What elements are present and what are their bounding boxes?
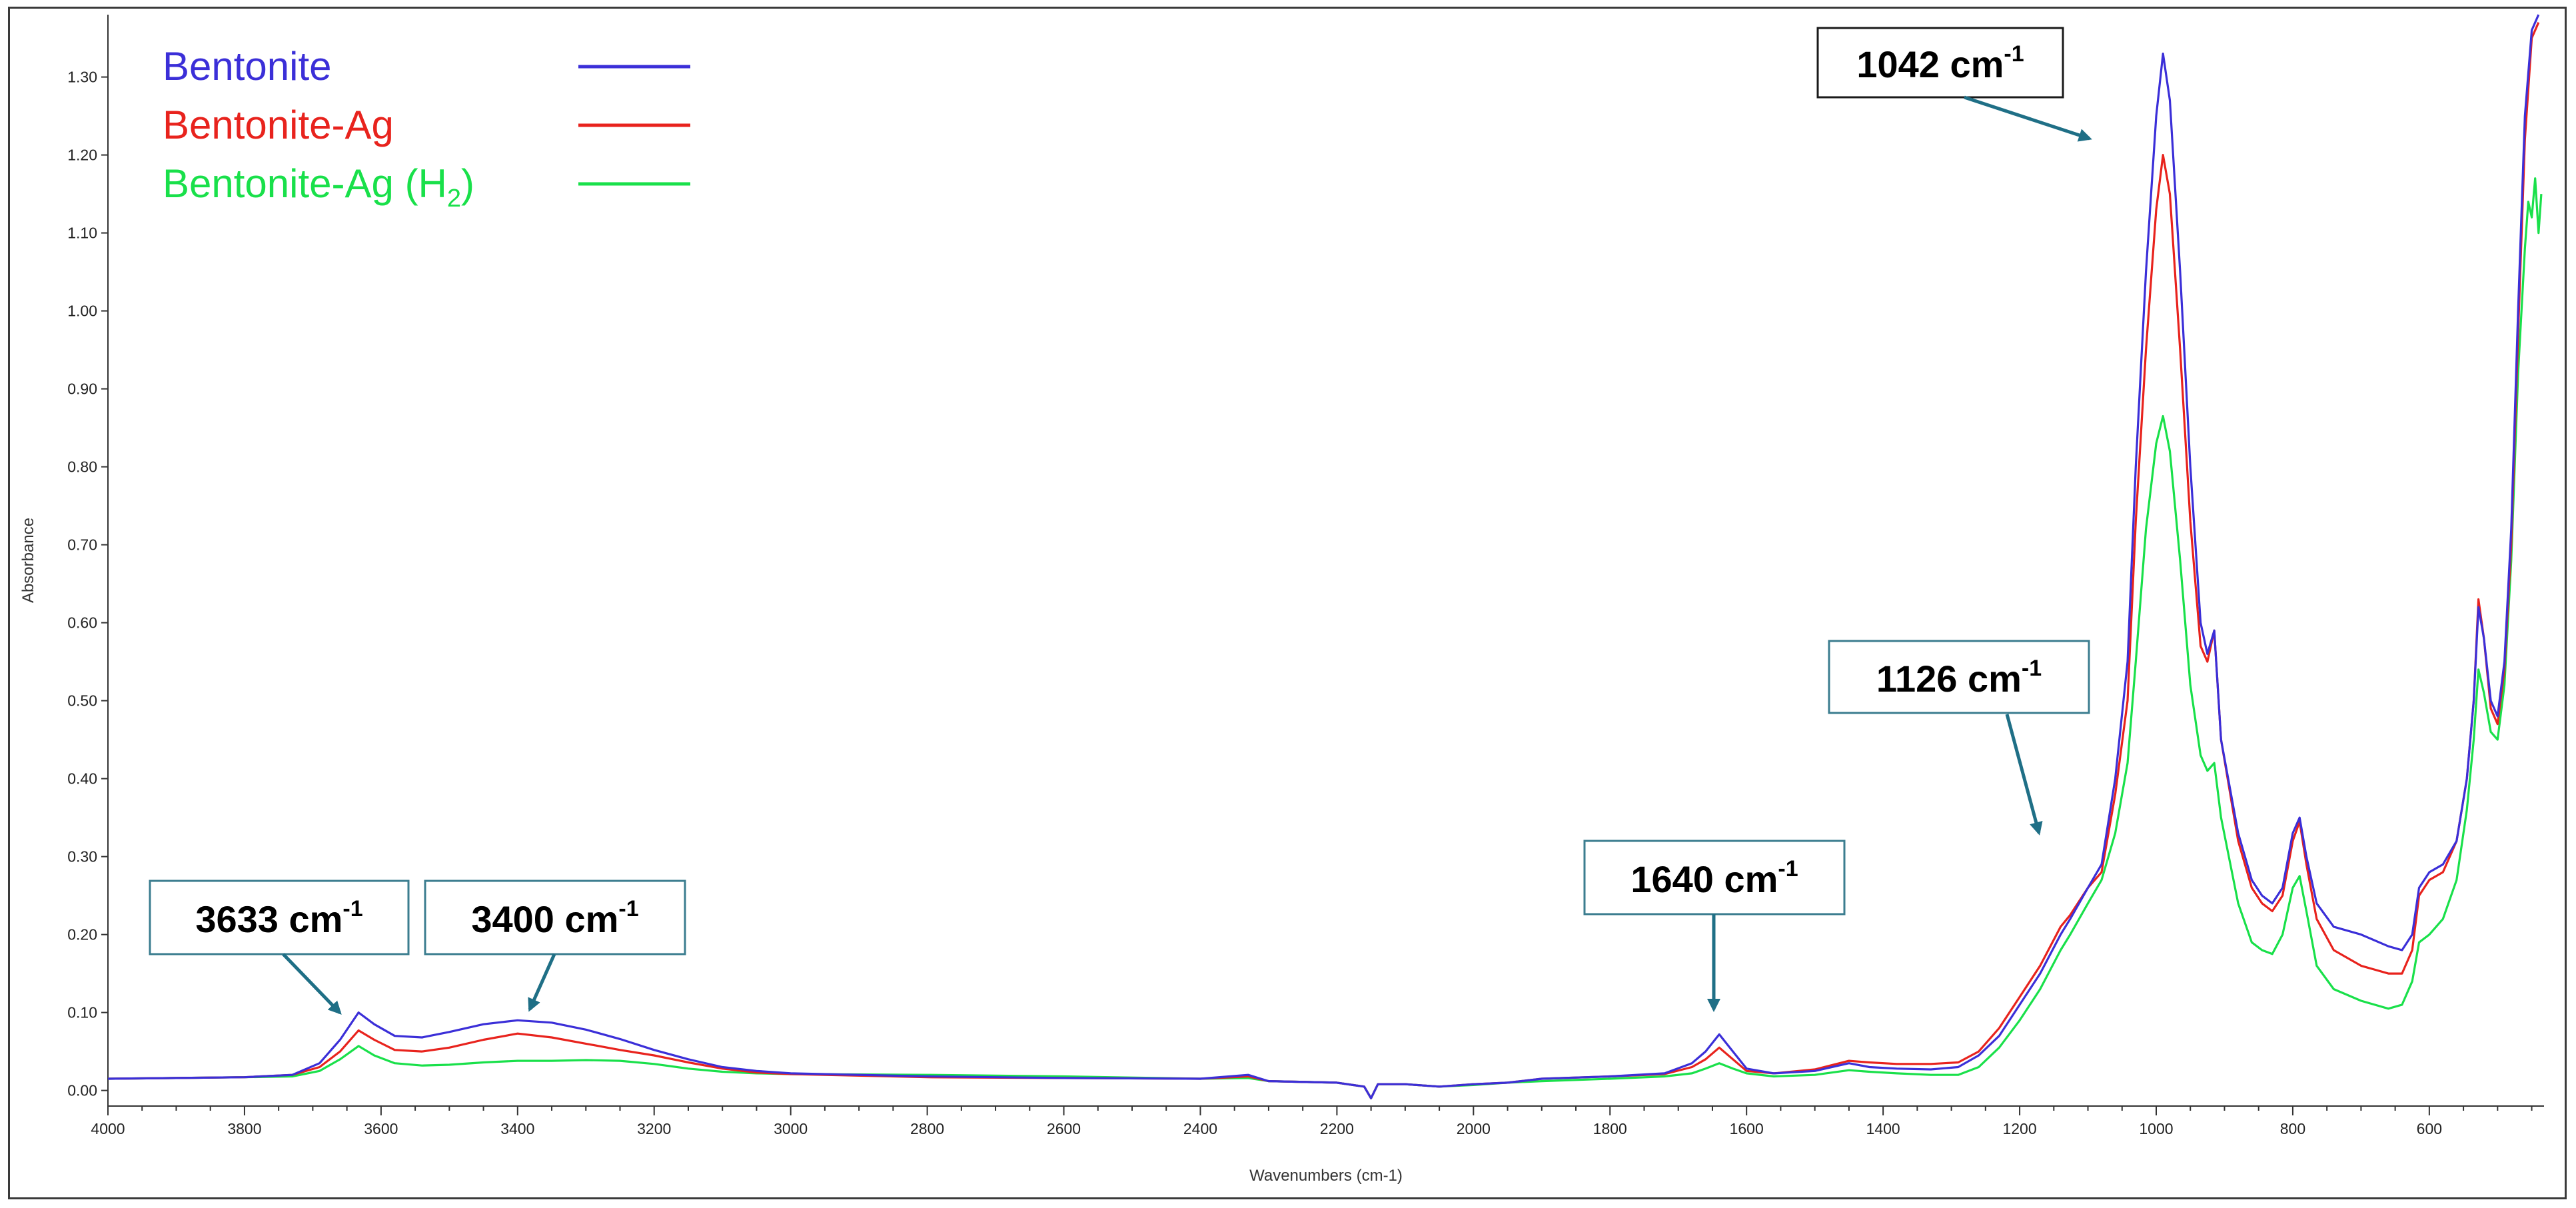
- annotation-box-3633: [149, 880, 410, 955]
- y-tick-label: 0.70: [67, 536, 97, 554]
- y-tick-label: 0.10: [67, 1004, 97, 1021]
- x-tick-label: 2200: [1320, 1120, 1354, 1137]
- x-tick-label: 600: [2417, 1120, 2442, 1137]
- y-tick-label: 0.80: [67, 458, 97, 476]
- x-tick-label: 1600: [1730, 1120, 1764, 1137]
- x-tick-label: 2400: [1183, 1120, 1217, 1137]
- y-tick-label: 1.00: [67, 302, 97, 320]
- x-tick-label: 3000: [774, 1120, 808, 1137]
- y-tick-label: 0.50: [67, 692, 97, 710]
- x-tick-label: 2000: [1457, 1120, 1491, 1137]
- x-tick-label: 3200: [637, 1120, 671, 1137]
- y-axis-title: Absorbance: [19, 518, 37, 603]
- annotation-label-1640: 1640 cm-1: [1630, 856, 1798, 900]
- y-tick-label: 1.20: [67, 147, 97, 164]
- x-tick-label: 1200: [2002, 1120, 2036, 1137]
- x-tick-label: 2600: [1047, 1120, 1081, 1137]
- series-line-bentonite: [107, 14, 2540, 1099]
- x-tick-label: 1000: [2139, 1120, 2173, 1137]
- annotation-arrow-1042: [1964, 95, 2092, 142]
- annotation-arrow-1126: [2005, 714, 2043, 836]
- annotation-box-1126: [1828, 640, 2090, 714]
- x-tick-label: 1800: [1593, 1120, 1627, 1137]
- x-tick-label: 800: [2280, 1120, 2305, 1137]
- annotation-box-3400: [424, 880, 686, 955]
- y-tick-label: 0.90: [67, 380, 97, 398]
- y-tick-label: 1.10: [67, 225, 97, 242]
- y-tick-label: 0.00: [67, 1082, 97, 1099]
- series-line-bentonite-ag: [107, 22, 2540, 1099]
- x-tick-label: 4000: [91, 1120, 125, 1137]
- legend-label: Bentonite: [163, 44, 332, 89]
- x-tick-label: 2800: [910, 1120, 944, 1137]
- annotation-box-1640: [1583, 840, 1846, 915]
- annotation-label-3633: 3633 cm-1: [195, 896, 362, 940]
- y-tick-label: 0.40: [67, 770, 97, 788]
- legend-label: Bentonite-Ag: [163, 103, 394, 147]
- annotation-label-1042: 1042 cm-1: [1856, 41, 2024, 85]
- x-tick-label: 1400: [1866, 1120, 1900, 1137]
- y-tick-label: 0.60: [67, 614, 97, 632]
- annotation-box-1042: [1816, 27, 2064, 99]
- y-tick-label: 0.30: [67, 848, 97, 866]
- annotation-arrow-3400: [528, 953, 556, 1012]
- annotation-label-3400: 3400 cm-1: [471, 896, 638, 940]
- x-tick-label: 3400: [500, 1120, 534, 1137]
- x-tick-label: 3800: [227, 1120, 261, 1137]
- annotation-label-1126: 1126 cm-1: [1876, 656, 2042, 700]
- y-tick-label: 0.20: [67, 926, 97, 943]
- y-tick-label: 1.30: [67, 69, 97, 86]
- x-tick-label: 3600: [364, 1120, 398, 1137]
- x-axis-title: Wavenumbers (cm-1): [1249, 1167, 1403, 1185]
- legend-label: Bentonite-Ag (H2): [163, 161, 474, 213]
- series-line-bentonite-ag-h2: [107, 177, 2543, 1099]
- annotation-arrow-3633: [282, 953, 342, 1015]
